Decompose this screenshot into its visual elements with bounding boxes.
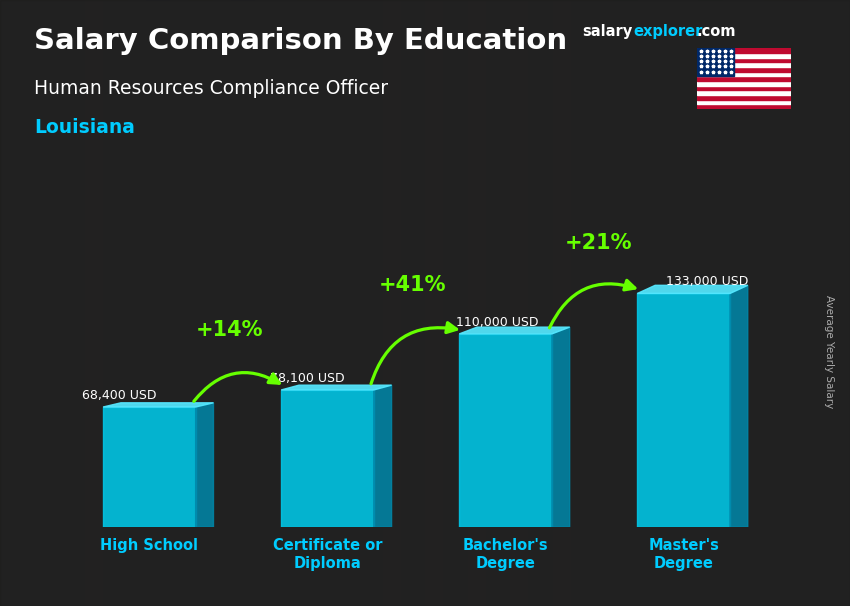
Bar — [281, 390, 374, 527]
Text: Average Yearly Salary: Average Yearly Salary — [824, 295, 834, 408]
Bar — [697, 48, 791, 53]
Polygon shape — [552, 327, 570, 527]
Bar — [680, 0, 740, 606]
Text: 68,400 USD: 68,400 USD — [82, 388, 156, 402]
Text: .com: .com — [697, 24, 736, 39]
Polygon shape — [730, 285, 748, 527]
Bar — [697, 53, 791, 58]
Polygon shape — [281, 385, 392, 390]
Bar — [85, 0, 144, 606]
Bar — [552, 0, 612, 606]
Bar — [697, 76, 791, 81]
Text: salary: salary — [582, 24, 632, 39]
Text: Louisiana: Louisiana — [34, 118, 135, 137]
Bar — [255, 0, 314, 606]
Bar — [382, 0, 442, 606]
Bar — [103, 407, 196, 527]
Bar — [595, 0, 654, 606]
Polygon shape — [459, 327, 570, 334]
Bar — [765, 0, 824, 606]
Bar — [298, 0, 357, 606]
Bar — [697, 86, 791, 90]
Bar — [638, 0, 697, 606]
Bar — [697, 67, 791, 72]
Text: 133,000 USD: 133,000 USD — [666, 275, 748, 288]
Polygon shape — [374, 385, 392, 527]
Text: explorer: explorer — [633, 24, 703, 39]
Bar — [697, 58, 791, 62]
Bar — [697, 104, 791, 109]
Bar — [808, 0, 850, 606]
Bar — [697, 95, 791, 100]
Bar — [697, 81, 791, 86]
Bar — [128, 0, 187, 606]
Bar — [340, 0, 399, 606]
Bar — [468, 0, 527, 606]
Bar — [697, 62, 791, 67]
Text: +21%: +21% — [564, 233, 632, 253]
Text: 110,000 USD: 110,000 USD — [456, 316, 538, 328]
Bar — [697, 90, 791, 95]
Bar — [510, 0, 570, 606]
Bar — [697, 48, 734, 76]
Text: Salary Comparison By Education: Salary Comparison By Education — [34, 27, 567, 55]
Bar — [170, 0, 230, 606]
Polygon shape — [196, 403, 213, 527]
Bar — [697, 72, 791, 76]
Bar — [0, 0, 60, 606]
Polygon shape — [638, 285, 748, 293]
Text: Human Resources Compliance Officer: Human Resources Compliance Officer — [34, 79, 388, 98]
Bar — [42, 0, 102, 606]
Bar — [459, 334, 552, 527]
Bar — [212, 0, 272, 606]
Bar — [697, 100, 791, 104]
Bar — [722, 0, 782, 606]
Polygon shape — [103, 403, 213, 407]
Text: +41%: +41% — [379, 275, 447, 295]
Bar — [638, 293, 730, 527]
Text: 78,100 USD: 78,100 USD — [270, 371, 345, 385]
Text: +14%: +14% — [196, 320, 264, 340]
Bar — [425, 0, 484, 606]
